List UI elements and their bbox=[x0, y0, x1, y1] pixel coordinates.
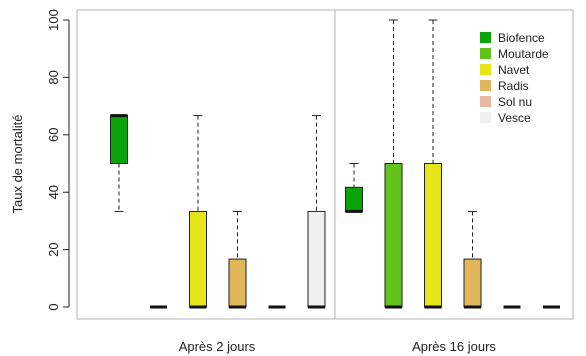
box-body bbox=[345, 186, 363, 212]
y-tick-label: 20 bbox=[46, 242, 61, 256]
boxes bbox=[110, 19, 560, 309]
legend-swatch bbox=[480, 48, 491, 59]
axes: 0 20 40 60 80 100 Taux de mortalité bbox=[10, 9, 574, 320]
legend-label: Radis bbox=[498, 79, 529, 93]
box-radis-1 bbox=[228, 210, 247, 309]
box-body bbox=[384, 163, 403, 308]
y-tick-label: 60 bbox=[46, 128, 61, 142]
box-biofence-2 bbox=[345, 163, 363, 213]
y-tick-label: 80 bbox=[46, 70, 61, 84]
legend-label: Vesce bbox=[498, 111, 531, 125]
box-body bbox=[189, 210, 207, 308]
box-body bbox=[307, 210, 326, 308]
legend-item: Moutarde bbox=[480, 47, 549, 61]
legend-item: Biofence bbox=[480, 31, 545, 45]
legend-label: Navet bbox=[498, 63, 530, 77]
legend-label: Sol nu bbox=[498, 95, 532, 109]
plot-frame bbox=[76, 9, 574, 320]
group-label: Après 2 jours bbox=[179, 339, 256, 354]
legend-swatch bbox=[480, 80, 491, 91]
y-axis-title: Taux de mortalité bbox=[10, 115, 25, 214]
group-label: Après 16 jours bbox=[412, 339, 496, 354]
legend-swatch bbox=[480, 64, 491, 75]
legend-item: Vesce bbox=[480, 111, 531, 125]
legend: Biofence Moutarde Navet Radis Sol nu Vesce bbox=[480, 31, 549, 125]
legend-item: Radis bbox=[480, 79, 529, 93]
box-navet-2 bbox=[424, 19, 442, 309]
group-labels: Après 2 jours Après 16 jours bbox=[179, 339, 497, 354]
box-navet-1 bbox=[189, 115, 207, 309]
box-body bbox=[424, 163, 442, 308]
y-tick-label: 100 bbox=[46, 9, 61, 31]
box-body bbox=[110, 115, 128, 164]
legend-label: Biofence bbox=[498, 31, 545, 45]
box-moutarde-2 bbox=[384, 19, 403, 309]
box-body bbox=[463, 258, 482, 308]
legend-label: Moutarde bbox=[498, 47, 549, 61]
box-biofence-1 bbox=[110, 114, 128, 212]
box-radis-2 bbox=[463, 210, 482, 309]
y-ticks: 0 20 40 60 80 100 bbox=[46, 9, 69, 311]
box-body bbox=[228, 258, 247, 308]
y-tick-label: 40 bbox=[46, 185, 61, 199]
legend-swatch bbox=[480, 96, 491, 107]
legend-item: Sol nu bbox=[480, 95, 532, 109]
box-vesce-1 bbox=[307, 115, 326, 309]
legend-swatch bbox=[480, 32, 491, 43]
legend-item: Navet bbox=[480, 63, 530, 77]
legend-swatch bbox=[480, 112, 491, 123]
y-tick-label: 0 bbox=[46, 303, 61, 310]
